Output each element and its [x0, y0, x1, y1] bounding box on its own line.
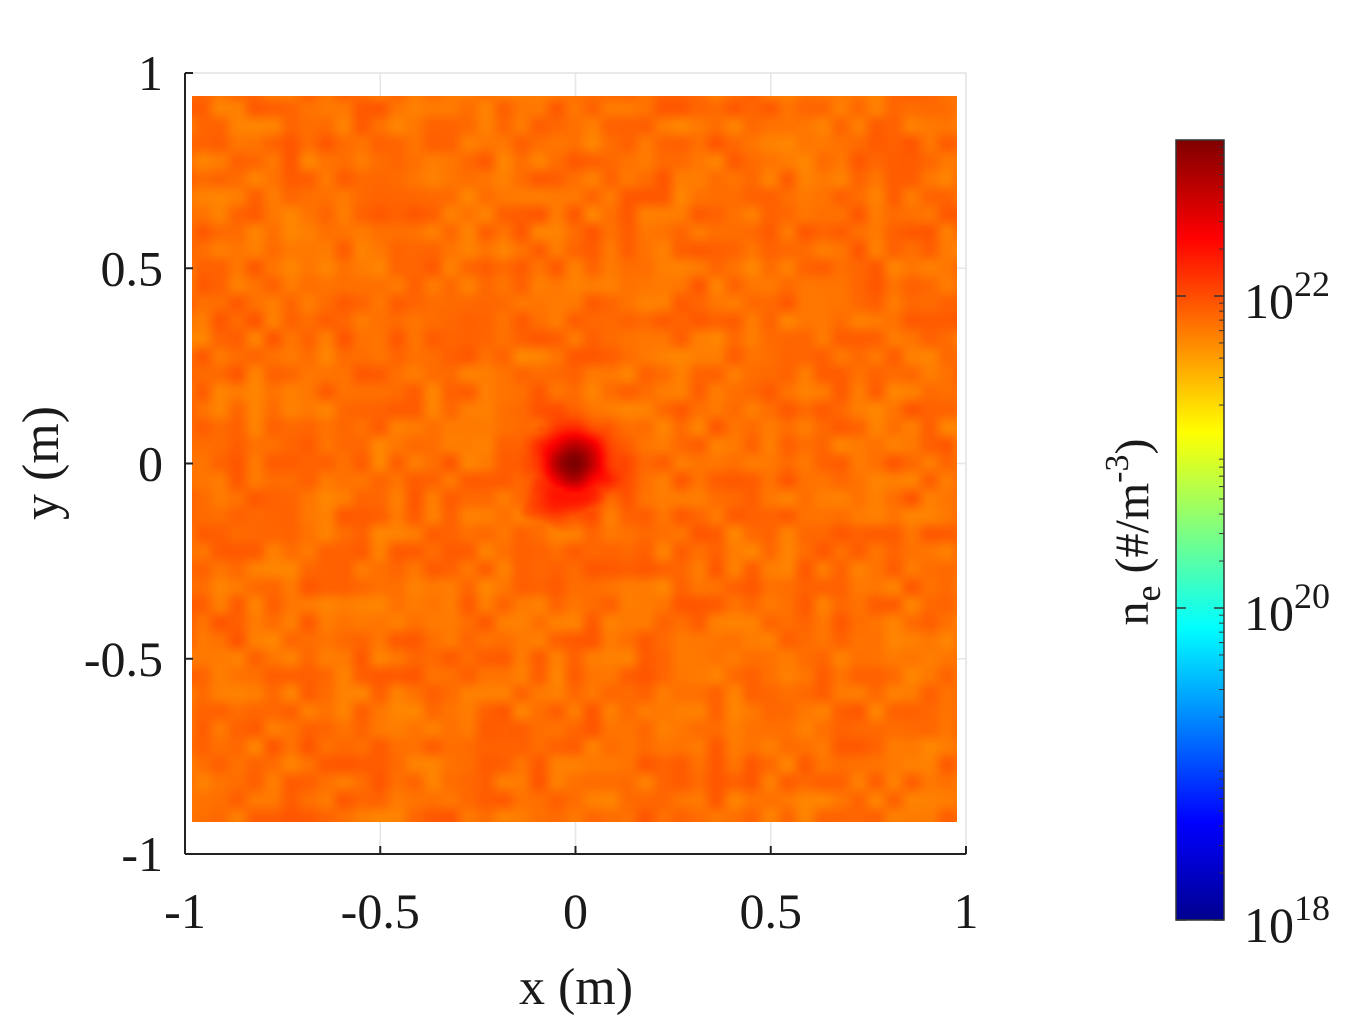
x-tick-label: -0.5	[341, 883, 420, 939]
colorbar-tick-base: 10	[1244, 897, 1294, 953]
y-tick-label: 0	[138, 436, 163, 492]
y-tick-label: 1	[138, 45, 163, 101]
colorbar-tick-base: 10	[1244, 585, 1294, 641]
colorbar-label: ne (#/m-3)	[1099, 439, 1168, 626]
x-tick-label: 0	[563, 883, 588, 939]
y-tick-label: -1	[121, 826, 163, 882]
colorbar-tick-exponent: 22	[1294, 264, 1330, 304]
x-axis-ticks: -1 -0.5 0 0.5 1	[164, 846, 979, 939]
colorbar-tick-exponent: 18	[1294, 888, 1330, 928]
colorbar-label-rest: (#/m	[1106, 483, 1159, 586]
colorbar-tick-label: 1020	[1244, 576, 1330, 641]
colorbar-label-sup: -3	[1099, 455, 1136, 483]
y-tick-label: -0.5	[84, 631, 163, 687]
colorbar-tick-label: 1022	[1244, 264, 1330, 329]
plot-area: -1 -0.5 0 0.5 1 -1 -0.5 0 0.5 1	[84, 45, 979, 939]
x-tick-label: -1	[164, 883, 206, 939]
colorbar-tick-label: 1018	[1244, 888, 1330, 953]
y-axis-title: y (m)	[13, 406, 70, 520]
colorbar-minor-ticks	[1219, 146, 1224, 874]
colorbar-label-end: )	[1106, 439, 1159, 455]
y-axis-ticks: -1 -0.5 0 0.5 1	[84, 45, 193, 882]
density-heatmap	[192, 96, 957, 822]
colorbar-tick-exponent: 20	[1294, 576, 1330, 616]
x-axis-title: x (m)	[519, 959, 633, 1016]
colorbar-label-sub: e	[1128, 585, 1168, 601]
colorbar-label-main: n	[1106, 601, 1159, 625]
x-tick-label: 1	[954, 883, 979, 939]
x-tick-label: 0.5	[740, 883, 803, 939]
colorbar-tick-base: 10	[1244, 273, 1294, 329]
colorbar-gradient	[1175, 139, 1225, 921]
y-tick-label: 0.5	[101, 240, 164, 296]
